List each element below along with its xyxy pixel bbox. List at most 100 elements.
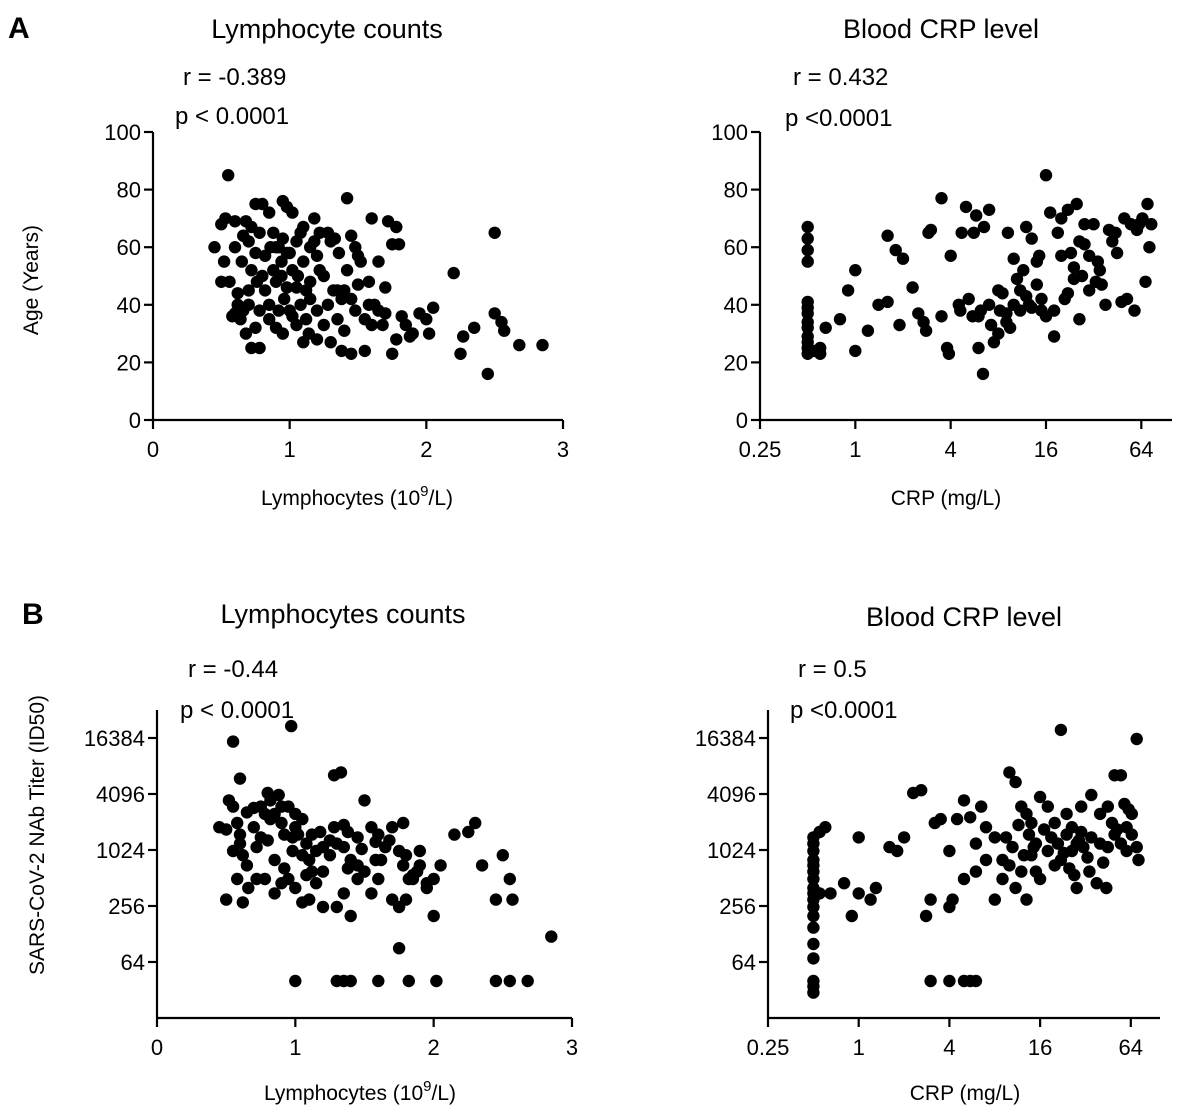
a-right-data-point (954, 304, 967, 317)
a-left-data-point (422, 327, 436, 340)
a-right-data-point (849, 344, 862, 358)
a-right-data-point (1061, 287, 1075, 300)
b-left-data-point (383, 834, 396, 847)
b-left-data-point (272, 788, 285, 802)
a-right-data-point (801, 232, 814, 245)
a-right-data-point (1017, 264, 1030, 277)
a-right-data-point (1035, 292, 1048, 306)
a-left-data-point (498, 324, 511, 337)
b-right-data-point (819, 821, 832, 834)
a-left-data-point (324, 336, 337, 349)
b-right-data-point (1077, 840, 1090, 854)
b-left-stat-0: r = -0.44 (188, 656, 278, 683)
a-left-data-point (345, 229, 358, 242)
a-left-data-point (299, 284, 313, 297)
a-right-data-point (833, 313, 847, 326)
a-left-data-point (313, 226, 326, 239)
b-left-data-point (521, 974, 534, 988)
a-right-x-axis-label: CRP (mg/L) (891, 487, 1001, 510)
a-left-data-point (362, 275, 376, 288)
b-right-data-point (999, 831, 1013, 844)
a-left-data-point (488, 226, 501, 239)
b-left-data-point (250, 840, 263, 854)
b-left-data-point (309, 877, 323, 890)
a-right-x-tick-label: 64 (1129, 437, 1153, 462)
a-left-data-point (399, 318, 412, 332)
b-right-data-point (919, 909, 933, 923)
a-left-data-point (327, 284, 340, 297)
b-left-data-point (358, 794, 371, 807)
a-left-data-point (208, 241, 221, 254)
b-left-y-tick-label: 16384 (84, 726, 145, 751)
a-left-data-point (345, 292, 358, 306)
b-left-data-point (503, 872, 516, 886)
a-right-x-tick-label: 0.25 (739, 437, 782, 462)
b-right-x-tick-label: 4 (943, 1035, 955, 1060)
a-left-data-point (226, 310, 239, 323)
b-left-data-point (316, 865, 330, 878)
a-left-x-axis-label-sup: 9 (420, 483, 428, 500)
a-right-data-point (1025, 232, 1038, 245)
b-left-data-point (374, 853, 388, 867)
a-left-data-point (351, 278, 365, 291)
a-left-data-point (253, 341, 266, 355)
b-right-data-point (969, 974, 983, 988)
a-left-data-point (256, 197, 269, 211)
b-left-data-point (327, 821, 341, 834)
b-right-data-point (915, 784, 928, 797)
a-left-x-tick-label: 1 (284, 437, 296, 462)
b-left-data-point (427, 909, 440, 923)
a-left-data-point (536, 338, 549, 352)
a-right-data-point (1051, 226, 1065, 239)
a-right-y-tick-label: 0 (736, 408, 748, 433)
a-left-data-point (231, 287, 244, 300)
b-left-data-point (399, 849, 413, 862)
b-right-data-point (1041, 844, 1055, 858)
b-right-data-point (1006, 840, 1019, 854)
b-right-y-tick-label: 64 (732, 950, 756, 975)
b-right-x-tick-label: 64 (1119, 1035, 1143, 1060)
b-left-data-point (220, 893, 233, 906)
b-left-x-tick-label: 0 (151, 1035, 163, 1060)
b-left-data-point (303, 893, 316, 906)
b-right-data-point (1075, 800, 1088, 813)
a-left-data-point (457, 330, 470, 343)
a-left-data-point (427, 301, 440, 314)
b-right-data-point (969, 837, 983, 850)
b-left-data-point (247, 821, 260, 834)
b-left-x-axis-label-sup: 9 (423, 1078, 431, 1095)
b-right-data-point (807, 909, 820, 923)
b-left-data-point (242, 881, 255, 895)
a-right-data-point (924, 223, 938, 237)
a-left-data-point (379, 281, 392, 294)
b-left-data-point (236, 849, 249, 862)
a-left-data-point (245, 264, 258, 277)
a-left-data-point (302, 327, 315, 340)
a-left-data-point (372, 255, 385, 268)
b-left-data-point (226, 800, 240, 813)
a-left-data-point (488, 307, 501, 320)
a-right-data-point (1078, 218, 1091, 231)
a-left-data-point (280, 281, 294, 294)
a-right-data-point (1033, 249, 1046, 262)
b-left-data-point (285, 719, 298, 733)
b-right-data-point (813, 887, 826, 900)
b-left-data-point (258, 872, 272, 886)
a-left-data-point (263, 313, 276, 326)
a-right-y-tick-label: 60 (724, 235, 748, 260)
a-left-data-point (215, 218, 228, 231)
a-right-data-point (1139, 275, 1152, 288)
b-right-data-point (807, 844, 820, 858)
a-left-stat-0: r = -0.389 (183, 64, 286, 91)
a-right-data-point (1061, 203, 1075, 216)
b-right-data-point (1085, 831, 1098, 844)
a-left-data-point (481, 367, 494, 381)
b-left-y-tick-label: 256 (108, 894, 145, 919)
b-left-data-point (399, 893, 413, 906)
a-right-x-tick-label: 1 (849, 437, 861, 462)
b-right-data-point (845, 909, 858, 923)
a-right-data-point (942, 347, 956, 360)
b-left-data-point (226, 735, 240, 748)
b-right-data-point (946, 893, 959, 906)
b-right-data-point (1097, 856, 1110, 869)
